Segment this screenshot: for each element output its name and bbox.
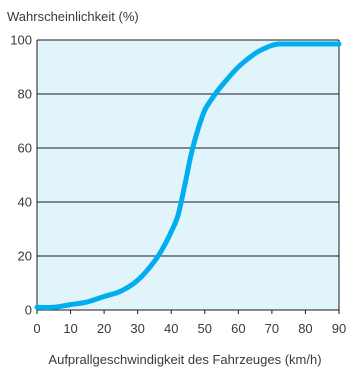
x-tick-label-30: 30 [130, 321, 144, 336]
y-tick-label-100: 100 [10, 33, 32, 48]
y-tick-label-40: 40 [18, 195, 32, 210]
x-tick-label-50: 50 [198, 321, 212, 336]
x-tick-label-0: 0 [33, 321, 40, 336]
y-axis-label: Wahrscheinlichkeit (%) [7, 9, 139, 24]
x-tick-labels: 0 10 20 30 40 50 60 70 80 90 [33, 321, 346, 336]
x-axis-label: Aufprallgeschwindigkeit des Fahrzeuges (… [48, 352, 321, 367]
axes [36, 40, 340, 314]
y-tick-label-20: 20 [18, 249, 32, 264]
x-tick-label-20: 20 [97, 321, 111, 336]
x-tick-label-60: 60 [231, 321, 245, 336]
y-tick-label-60: 60 [18, 141, 32, 156]
x-tick-label-90: 90 [332, 321, 346, 336]
y-tick-label-80: 80 [18, 87, 32, 102]
x-tick-label-70: 70 [265, 321, 279, 336]
x-tick-label-10: 10 [63, 321, 77, 336]
x-tick-label-80: 80 [298, 321, 312, 336]
y-tick-labels: 0 20 40 60 80 100 [10, 33, 32, 318]
x-tick-label-40: 40 [164, 321, 178, 336]
probability-curve [34, 41, 342, 310]
y-tick-label-0: 0 [25, 303, 32, 318]
